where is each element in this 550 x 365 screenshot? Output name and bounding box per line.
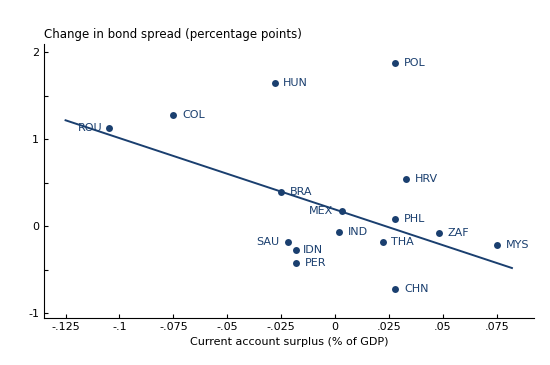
Text: PER: PER <box>305 258 326 268</box>
Point <box>378 239 387 245</box>
Point <box>434 230 443 236</box>
Point <box>292 260 301 266</box>
X-axis label: Current account surplus (% of GDP): Current account surplus (% of GDP) <box>190 337 388 347</box>
Text: MEX: MEX <box>309 205 333 216</box>
Text: MYS: MYS <box>505 241 529 250</box>
Point <box>402 176 411 181</box>
Point <box>391 60 400 66</box>
Text: COL: COL <box>182 110 205 120</box>
Point <box>104 125 113 131</box>
Text: PHL: PHL <box>404 214 426 224</box>
Text: HRV: HRV <box>415 173 438 184</box>
Text: Change in bond spread (percentage points): Change in bond spread (percentage points… <box>44 28 302 41</box>
Text: IND: IND <box>348 227 368 237</box>
Point <box>292 247 301 253</box>
Point <box>492 242 501 248</box>
Text: POL: POL <box>404 58 426 68</box>
Point <box>283 239 292 245</box>
Point <box>277 189 285 195</box>
Point <box>391 216 400 222</box>
Text: BRA: BRA <box>290 187 312 196</box>
Text: ROU: ROU <box>78 123 102 133</box>
Text: CHN: CHN <box>404 284 428 294</box>
Point <box>391 286 400 292</box>
Point <box>337 208 346 214</box>
Text: THA: THA <box>391 237 414 247</box>
Text: HUN: HUN <box>283 78 308 88</box>
Text: IDN: IDN <box>302 245 323 255</box>
Text: ZAF: ZAF <box>447 228 469 238</box>
Point <box>271 80 279 86</box>
Point <box>169 112 178 118</box>
Text: SAU: SAU <box>256 237 279 247</box>
Point <box>335 230 344 235</box>
